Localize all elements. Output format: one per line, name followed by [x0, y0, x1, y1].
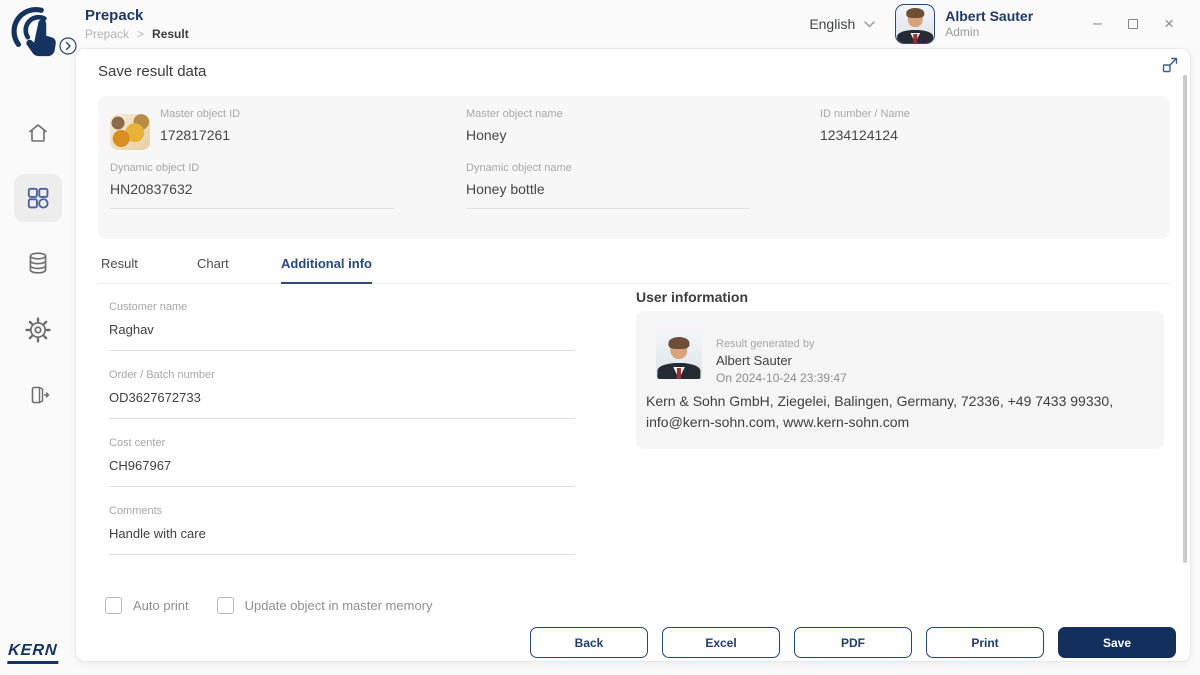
- field-master-object-id: Master object ID 172817261: [160, 108, 240, 143]
- field-label: Master object name: [466, 108, 563, 120]
- sidebar-item-home[interactable]: [14, 109, 62, 157]
- option-label: Update object in master memory: [244, 598, 433, 613]
- field-value: 1234124124: [820, 127, 898, 143]
- expand-button[interactable]: [1161, 56, 1181, 76]
- apps-grid-icon: [25, 185, 51, 211]
- auto-print-checkbox: [105, 597, 122, 614]
- dynamic-object-id-input[interactable]: HN20837632: [110, 181, 193, 197]
- minimize-button[interactable]: –: [1093, 15, 1103, 32]
- field-label: Cost center: [109, 437, 166, 449]
- sidebar-item-logout[interactable]: [14, 371, 62, 419]
- excel-button[interactable]: Excel: [662, 627, 780, 658]
- master-object-panel: Master object ID 172817261 Master object…: [98, 96, 1170, 239]
- close-button[interactable]: ×: [1164, 14, 1174, 33]
- tab-additional-info[interactable]: Additional info: [281, 256, 372, 284]
- sidebar-expand-toggle[interactable]: [59, 37, 77, 55]
- cost-center-input[interactable]: CH967967: [109, 458, 172, 473]
- touch-logo-icon: [5, 3, 63, 61]
- sidebar-item-settings[interactable]: [14, 306, 62, 354]
- tab-bar: Result Chart Additional info: [98, 254, 1170, 284]
- user-information-heading: User information: [636, 289, 749, 305]
- generated-on-date: On 2024-10-24 23:39:47: [716, 371, 847, 385]
- order-batch-number-input[interactable]: OD3627672733: [109, 390, 201, 405]
- options-row: Auto print Update object in master memor…: [105, 597, 433, 614]
- field-customer-name: Customer name Raghav: [109, 301, 575, 351]
- logout-icon: [26, 383, 50, 407]
- field-master-object-name: Master object name Honey: [466, 108, 563, 143]
- customer-name-input[interactable]: Raghav: [109, 322, 154, 337]
- generated-by-label: Result generated by: [716, 338, 815, 350]
- user-name: Albert Sauter: [945, 8, 1034, 24]
- language-selector[interactable]: English: [809, 16, 875, 32]
- update-object-option[interactable]: Update object in master memory: [216, 597, 433, 614]
- object-image: [110, 114, 150, 150]
- generated-by-avatar: [656, 333, 702, 379]
- language-label: English: [809, 16, 856, 32]
- maximize-button[interactable]: [1128, 19, 1139, 29]
- chevron-down-icon: [864, 20, 875, 28]
- auto-print-option[interactable]: Auto print: [105, 597, 189, 614]
- breadcrumb: Prepack > Result: [85, 27, 189, 41]
- page-title: Save result data: [98, 63, 207, 80]
- field-dynamic-object-name: Dynamic object name Honey bottle: [466, 162, 750, 209]
- window-controls: – ×: [1093, 14, 1174, 33]
- gear-icon: [25, 317, 51, 343]
- field-label: Dynamic object ID: [110, 162, 200, 174]
- kern-logo: KERN: [7, 642, 61, 664]
- option-label: Auto print: [133, 598, 189, 613]
- field-order-batch-number: Order / Batch number OD3627672733: [109, 369, 575, 419]
- header-right: English Albert Sauter Admin – ×: [809, 0, 1174, 48]
- comments-input[interactable]: Handle with care: [109, 526, 206, 541]
- sidebar: KERN: [0, 0, 77, 675]
- tab-result[interactable]: Result: [101, 256, 138, 271]
- save-button[interactable]: Save: [1058, 627, 1176, 658]
- update-object-checkbox: [216, 597, 234, 614]
- tab-chart[interactable]: Chart: [197, 256, 229, 271]
- user-information-panel: Result generated by Albert Sauter On 202…: [636, 311, 1164, 449]
- breadcrumb-current: Result: [152, 27, 189, 41]
- user-avatar: [895, 4, 936, 44]
- breadcrumb-parent[interactable]: Prepack: [85, 27, 130, 41]
- breadcrumb-separator: >: [137, 27, 145, 41]
- scrollbar-thumb[interactable]: [1183, 75, 1187, 563]
- generated-by-name: Albert Sauter: [716, 353, 792, 368]
- chevron-right-icon: [59, 37, 77, 55]
- field-value: 172817261: [160, 127, 231, 143]
- field-label: Order / Batch number: [109, 369, 215, 381]
- action-bar: Back Excel PDF Print Save: [530, 627, 1176, 658]
- company-info: Kern & Sohn GmbH, Ziegelei, Balingen, Ge…: [646, 393, 1114, 430]
- user-role: Admin: [945, 25, 980, 39]
- field-comments: Comments Handle with care: [109, 505, 575, 555]
- field-label: ID number / Name: [820, 108, 910, 120]
- sidebar-item-apps[interactable]: [14, 174, 62, 222]
- field-label: Master object ID: [160, 108, 241, 120]
- field-label: Customer name: [109, 301, 188, 313]
- pdf-button[interactable]: PDF: [794, 627, 912, 658]
- field-dynamic-object-id: Dynamic object ID HN20837632: [110, 162, 394, 209]
- field-label: Comments: [109, 505, 163, 517]
- save-result-dialog: Save result data Master object ID 172817…: [75, 48, 1191, 662]
- home-icon: [26, 121, 50, 145]
- field-value: Honey: [466, 127, 507, 143]
- user-menu[interactable]: Albert Sauter Admin: [895, 4, 1033, 44]
- dynamic-object-name-input[interactable]: Honey bottle: [466, 181, 545, 197]
- field-label: Dynamic object name: [466, 162, 572, 174]
- print-button[interactable]: Print: [926, 627, 1044, 658]
- field-cost-center: Cost center CH967967: [109, 437, 575, 487]
- database-icon: [25, 250, 51, 276]
- expand-icon: [1161, 56, 1181, 74]
- field-id-number-name: ID number / Name 1234124124: [820, 108, 910, 143]
- back-button[interactable]: Back: [530, 627, 648, 658]
- app-title: Prepack: [85, 7, 144, 24]
- sidebar-item-database[interactable]: [14, 239, 62, 287]
